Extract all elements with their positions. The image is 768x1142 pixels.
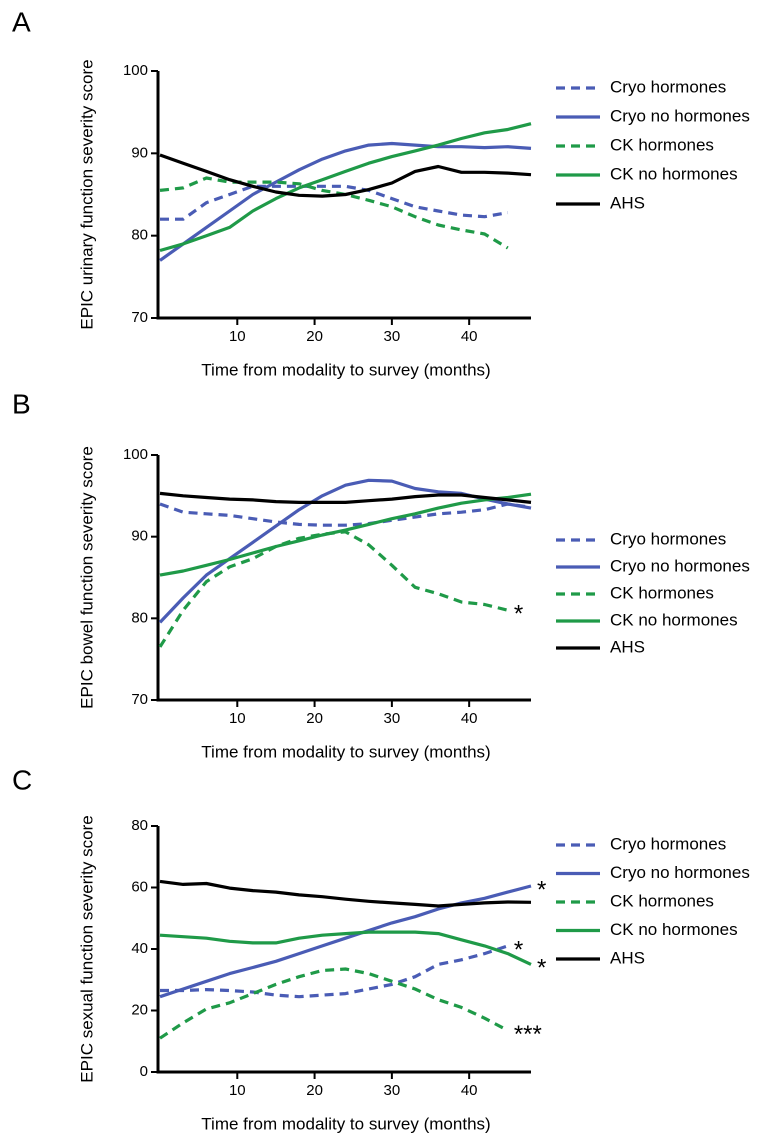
x-axis-title: Time from modality to survey (months)	[201, 360, 490, 379]
legend-label: CK hormones	[610, 891, 714, 910]
x-tick-label: 10	[229, 328, 246, 345]
y-tick-label: 80	[131, 817, 148, 834]
series-line	[159, 491, 532, 504]
series-line	[159, 153, 532, 198]
series-line	[159, 967, 509, 1040]
legend-label: Cryo no hormones	[610, 863, 750, 882]
series-line	[159, 176, 509, 250]
series-line	[159, 502, 532, 527]
y-tick-label: 80	[131, 609, 148, 626]
x-tick-label: 30	[384, 710, 401, 727]
series-line	[159, 879, 532, 908]
significance-annotation: ***	[514, 1021, 542, 1048]
legend-label: Cryo no hormones	[610, 106, 750, 125]
x-axis-title: Time from modality to survey (months)	[201, 1114, 490, 1133]
panel-label: B	[12, 388, 31, 419]
x-tick-label: 40	[461, 328, 478, 345]
y-tick-label: 100	[123, 446, 148, 463]
series-line	[158, 530, 509, 648]
x-tick-label: 10	[229, 710, 246, 727]
legend-label: Cryo hormones	[610, 77, 726, 96]
significance-annotation: *	[537, 876, 546, 903]
series-line	[160, 184, 509, 221]
legend-label: AHS	[610, 948, 645, 967]
y-axis-title: EPIC urinary function severity score	[77, 59, 96, 329]
series-line	[159, 884, 532, 999]
series-line	[159, 930, 532, 966]
significance-annotation: *	[514, 601, 523, 628]
series-line	[159, 141, 532, 262]
x-tick-label: 10	[229, 1082, 246, 1099]
x-tick-label: 30	[384, 328, 401, 345]
y-tick-label: 80	[131, 227, 148, 244]
y-tick-label: 90	[131, 144, 148, 161]
y-tick-label: 90	[131, 528, 148, 545]
legend-label: CK no hormones	[610, 920, 738, 939]
legend-label: Cryo hormones	[610, 529, 726, 548]
x-tick-label: 40	[461, 1082, 478, 1099]
x-tick-label: 20	[306, 710, 323, 727]
y-axis-title: EPIC sexual function severity score	[77, 815, 96, 1082]
y-tick-label: 60	[131, 878, 148, 895]
y-tick-label: 40	[131, 940, 148, 957]
y-tick-label: 20	[131, 1001, 148, 1018]
panel-label: C	[12, 764, 32, 795]
legend-label: Cryo no hormones	[610, 556, 750, 575]
legend-label: CK hormones	[610, 135, 714, 154]
x-axis-title: Time from modality to survey (months)	[201, 742, 490, 761]
y-axis-title: EPIC bowel function severity score	[77, 446, 96, 709]
y-tick-label: 0	[140, 1063, 148, 1080]
series-line	[159, 492, 532, 577]
legend-label: CK no hormones	[610, 164, 738, 183]
legend-label: Cryo hormones	[610, 834, 726, 853]
significance-annotation: *	[514, 936, 523, 963]
x-tick-label: 20	[306, 328, 323, 345]
x-tick-label: 40	[461, 710, 478, 727]
x-tick-label: 30	[384, 1082, 401, 1099]
series-line	[159, 122, 532, 253]
significance-annotation: *	[537, 955, 546, 982]
legend-label: CK no hormones	[610, 610, 738, 629]
legend-label: AHS	[610, 637, 645, 656]
legend-label: AHS	[610, 193, 645, 212]
y-tick-label: 70	[131, 309, 148, 326]
y-tick-label: 100	[123, 62, 148, 79]
y-tick-label: 70	[131, 691, 148, 708]
legend-label: CK hormones	[610, 583, 714, 602]
x-tick-label: 20	[306, 1082, 323, 1099]
panel-label: A	[12, 6, 31, 37]
